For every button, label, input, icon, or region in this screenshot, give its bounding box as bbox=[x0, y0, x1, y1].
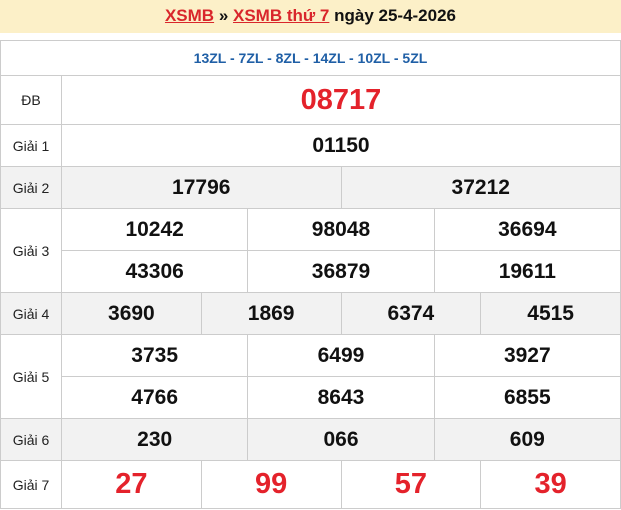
prize-number: 08717 bbox=[300, 83, 382, 116]
prize-number: 39 bbox=[480, 461, 620, 508]
page-header: XSMB » XSMB thứ 7 ngày 25-4-2026 bbox=[0, 0, 621, 33]
prize-number: 57 bbox=[340, 461, 481, 508]
prize-number: 4766 bbox=[131, 385, 179, 409]
prize-number: 6499 bbox=[247, 335, 433, 376]
prize-row: ĐB 08717 bbox=[1, 75, 620, 124]
prize-label: Giải 4 bbox=[1, 293, 62, 334]
prize-number: 1869 bbox=[200, 293, 341, 334]
ticket-codes: 13ZL - 7ZL - 8ZL - 14ZL - 10ZL - 5ZL bbox=[193, 50, 428, 66]
prize-number: 8643 bbox=[247, 377, 433, 418]
prize-number: 17796 bbox=[172, 175, 231, 199]
xsmb-link[interactable]: XSMB bbox=[164, 6, 215, 25]
prize-row: Giải 1 01150 bbox=[1, 124, 620, 166]
prize-label: Giải 1 bbox=[1, 125, 62, 166]
prize-label: Giải 6 bbox=[1, 419, 62, 460]
prize-row: Giải 5 3735 6499 3927 4766 8643 6855 bbox=[1, 334, 620, 418]
prize-label: Giải 7 bbox=[1, 461, 62, 508]
prize-number: 6374 bbox=[340, 293, 481, 334]
prize-number: 27 bbox=[115, 468, 148, 500]
prize-row: Giải 4 3690 1869 6374 4515 bbox=[1, 292, 620, 334]
prize-number: 4515 bbox=[480, 293, 620, 334]
prize-number: 43306 bbox=[125, 259, 184, 283]
prize-number: 99 bbox=[200, 461, 341, 508]
codes-row: 13ZL - 7ZL - 8ZL - 14ZL - 10ZL - 5ZL bbox=[1, 41, 620, 75]
prize-number: 609 bbox=[433, 419, 620, 460]
prize-label: ĐB bbox=[1, 76, 62, 124]
xsmb-saturday-link[interactable]: XSMB thứ 7 bbox=[233, 6, 330, 25]
results-table: 13ZL - 7ZL - 8ZL - 14ZL - 10ZL - 5ZL ĐB 0… bbox=[0, 40, 621, 509]
prize-number: 230 bbox=[137, 427, 173, 451]
prize-row: Giải 3 10242 98048 36694 43306 36879 19611 bbox=[1, 208, 620, 292]
prize-number: 01150 bbox=[312, 133, 370, 157]
prize-number: 98048 bbox=[247, 209, 433, 250]
prize-row: Giải 7 27 99 57 39 bbox=[1, 460, 620, 508]
prize-number: 36879 bbox=[247, 251, 433, 292]
prize-row: Giải 6 230 066 609 bbox=[1, 418, 620, 460]
prize-number: 3927 bbox=[433, 335, 620, 376]
prize-number: 3690 bbox=[108, 301, 155, 325]
prize-number: 10242 bbox=[125, 217, 184, 241]
prize-number: 37212 bbox=[340, 167, 621, 208]
prize-label: Giải 3 bbox=[1, 209, 62, 292]
prize-number: 3735 bbox=[131, 343, 179, 367]
prize-label: Giải 2 bbox=[1, 167, 62, 208]
prize-number: 36694 bbox=[433, 209, 620, 250]
prize-number: 6855 bbox=[433, 377, 620, 418]
prize-label: Giải 5 bbox=[1, 335, 62, 418]
prize-number: 066 bbox=[247, 419, 433, 460]
breadcrumb-separator: » bbox=[214, 6, 233, 25]
draw-date: ngày 25-4-2026 bbox=[329, 6, 457, 25]
prize-row: Giải 2 17796 37212 bbox=[1, 166, 620, 208]
prize-number: 19611 bbox=[433, 251, 620, 292]
